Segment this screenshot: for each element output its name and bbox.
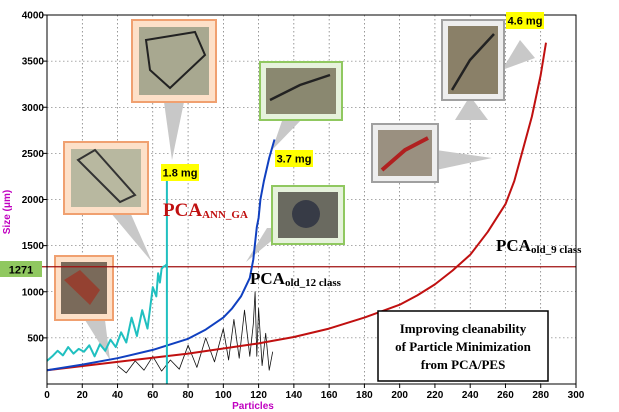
y-tick-label: 2000	[22, 195, 45, 206]
y-tick-label: 1500	[22, 241, 45, 252]
mass-badge-1: 1.8 mg	[161, 164, 199, 181]
label-base: PCA	[496, 236, 532, 255]
x-tick-label: 120	[250, 390, 267, 401]
particle-shape	[450, 33, 495, 91]
y-tick-label: 500	[27, 333, 44, 344]
caption-line-2: of Particle Minimization	[395, 339, 532, 354]
photo-callout-3	[131, 19, 217, 160]
x-tick-label: 240	[462, 390, 479, 401]
label-sub: ANN_GA	[202, 209, 248, 221]
y-tick-label: 1000	[22, 287, 45, 298]
axes: 0 20 40 60 80 100 120 140 160 180 200 220 240 260 280 3…	[22, 11, 585, 402]
x-tick-label: 80	[183, 390, 195, 401]
label-sub: old_12 class	[285, 277, 342, 289]
particle-shape	[64, 270, 100, 305]
photo-callout-5	[246, 185, 345, 262]
series-pca-old-12	[46, 139, 276, 372]
mass-badge-bg	[275, 150, 313, 167]
mass-badge-bg	[161, 164, 199, 181]
photo-callout-6	[441, 19, 535, 120]
photo-callout-4	[259, 61, 343, 150]
particle-shape	[380, 136, 429, 172]
photo-callout-7	[371, 123, 492, 183]
y-tick-label: 4000	[22, 11, 45, 22]
x-tick-label: 60	[147, 390, 159, 401]
mass-badge-bg	[506, 12, 544, 29]
threshold-badge-bg	[0, 261, 42, 277]
x-tick-label: 260	[497, 390, 514, 401]
series-pca-ann-ga	[46, 168, 168, 384]
photo-particle-4	[266, 68, 336, 114]
particle-shape	[76, 148, 137, 204]
label-base: PCA	[250, 269, 286, 288]
mass-label-old-9: 4.6 mg	[508, 16, 543, 28]
mass-badge-3: 4.6 mg	[506, 12, 544, 29]
label-sub: old_9 class	[531, 244, 582, 256]
y-axis-title: Size (μm)	[2, 190, 13, 234]
photo-particle-7	[378, 130, 432, 176]
label-pca-ann-ga: PCAANN_GA	[163, 200, 248, 221]
caption-box: Improving cleanability of Particle Minim…	[377, 310, 549, 382]
mass-label-old-12: 3.7 mg	[277, 154, 312, 166]
x-axis-title: Particles	[232, 401, 274, 412]
label-pca-old-12: PCAold_12 class	[250, 269, 342, 289]
particle-shape	[292, 200, 320, 228]
x-tick-label: 160	[321, 390, 338, 401]
x-tick-label: 200	[391, 390, 408, 401]
series-pca-old-9	[46, 42, 547, 372]
mass-label-ann-ga: 1.8 mg	[163, 168, 198, 180]
particle-shape	[144, 30, 207, 90]
caption-line-3: from PCA/PES	[421, 357, 506, 372]
photo-callout-2	[63, 141, 152, 262]
callout-pointer	[164, 102, 184, 160]
x-tick-label: 40	[112, 390, 124, 401]
threshold-badge: 1271	[0, 261, 42, 277]
y-tick-label: 2500	[22, 149, 45, 160]
x-tick-label: 220	[427, 390, 444, 401]
label-pca-old-9: PCAold_9 class	[496, 236, 582, 256]
x-tick-label: 0	[44, 390, 50, 401]
callout-pointer	[272, 118, 303, 150]
callout-pointer	[436, 150, 492, 170]
caption-line-1: Improving cleanability	[400, 321, 527, 336]
x-tick-label: 140	[286, 390, 303, 401]
particle-shape	[269, 73, 331, 102]
y-tick-label: 3000	[22, 103, 45, 114]
x-tick-label: 180	[356, 390, 373, 401]
callout-pointer	[455, 96, 488, 120]
callout-pointer	[502, 40, 535, 70]
threshold-label: 1271	[9, 265, 33, 277]
x-tick-label: 300	[568, 390, 585, 401]
caption-frame	[377, 310, 549, 382]
series-layer	[46, 42, 547, 384]
callout-pointer	[110, 212, 152, 262]
mass-badge-2: 3.7 mg	[275, 150, 313, 167]
x-tick-label: 20	[77, 390, 89, 401]
series-noise	[117, 291, 274, 374]
x-tick-label: 100	[215, 390, 232, 401]
label-base: PCA	[163, 200, 202, 221]
y-tick-label: 3500	[22, 57, 45, 68]
x-tick-label: 280	[532, 390, 549, 401]
